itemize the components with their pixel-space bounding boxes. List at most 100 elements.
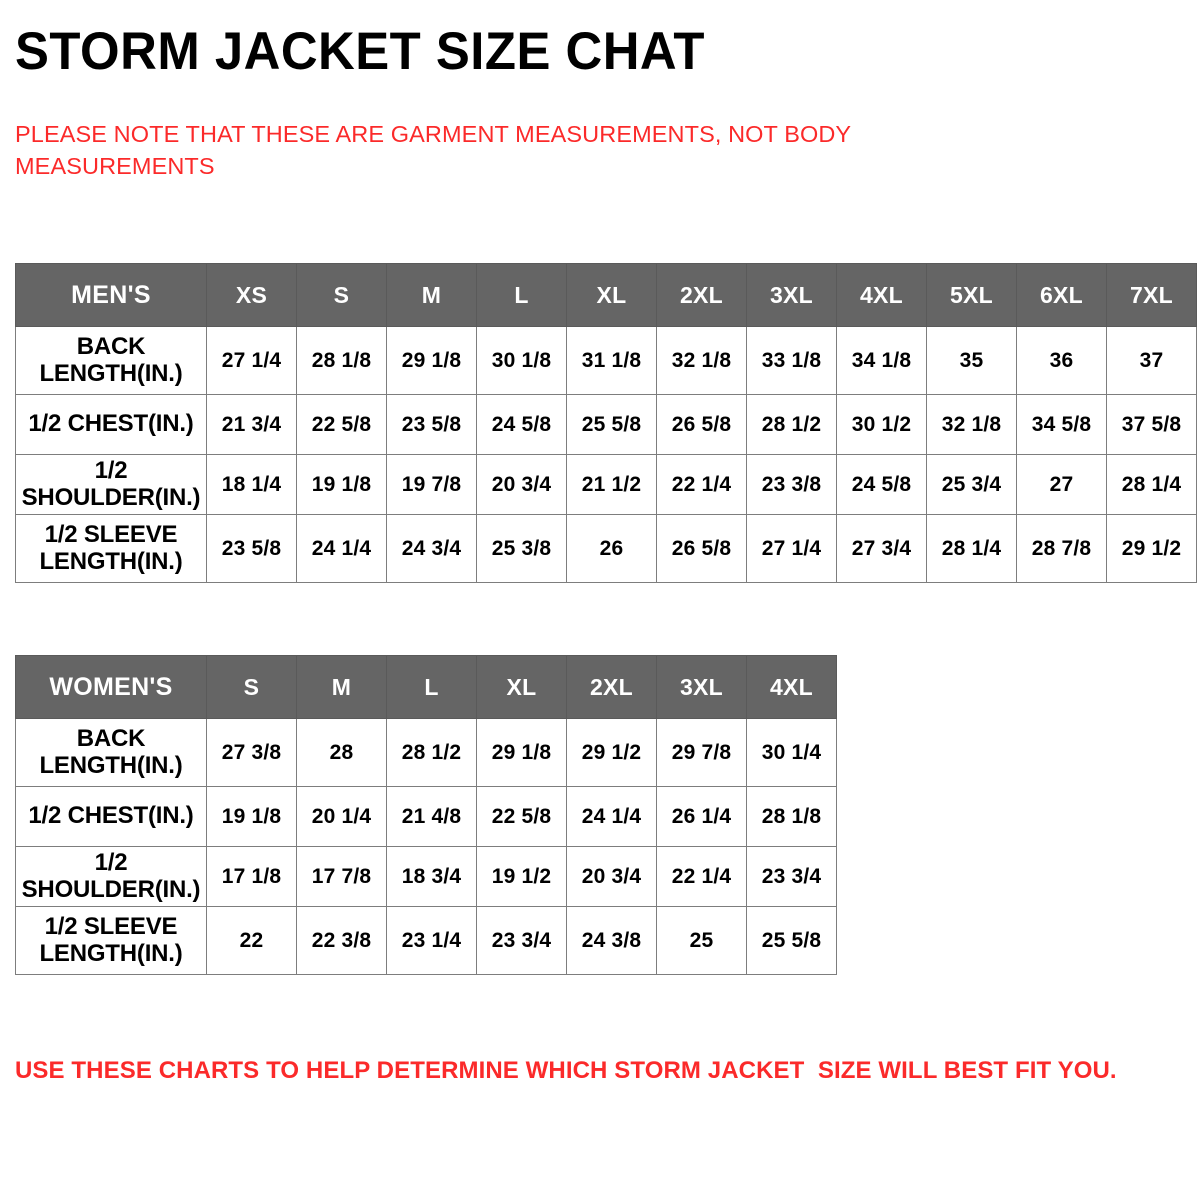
mens-column-header-xs: XS	[206, 263, 297, 327]
measurement-cell: 30 1/2	[836, 394, 927, 455]
row-label-line: LENGTH(IN.)	[39, 751, 183, 779]
measurement-cell: 17 7/8	[296, 846, 387, 907]
mens-table-header: MEN'S XS S M L XL 2XL 3XL 4XL 5XL 6XL 7XL	[15, 263, 1197, 327]
row-label-line: 1/2 SLEEVE	[44, 912, 178, 940]
measurement-cell: 37	[1106, 326, 1197, 395]
measurement-cell: 27	[1016, 454, 1107, 515]
row-label-line: BACK	[76, 332, 146, 360]
measurement-cell: 23 1/4	[386, 906, 477, 975]
measurement-cell: 31 1/8	[566, 326, 657, 395]
mens-corner-header: MEN'S	[15, 263, 207, 327]
measurement-cell: 22	[206, 906, 297, 975]
measurement-cell: 25	[656, 906, 747, 975]
measurement-cell: 23 3/8	[746, 454, 837, 515]
womens-column-header-l: L	[386, 655, 477, 719]
womens-row-label: 1/2 SHOULDER(IN.)	[15, 846, 207, 907]
table-row: BACK LENGTH(IN.) 27 1/4 28 1/8 29 1/8 30 1/8 3…	[15, 326, 1197, 395]
measurement-cell: 29 1/8	[476, 718, 567, 787]
womens-table-body: BACK LENGTH(IN.) 27 3/8 28 28 1/2 29 1/8 29 1/…	[15, 718, 837, 975]
table-row: BACK LENGTH(IN.) 27 3/8 28 28 1/2 29 1/8 29 1/…	[15, 718, 837, 787]
measurement-cell: 23 5/8	[386, 394, 477, 455]
measurement-cell: 32 1/8	[656, 326, 747, 395]
measurement-cell: 27 1/4	[746, 514, 837, 583]
measurement-cell: 28 1/2	[386, 718, 477, 787]
mens-row-label: 1/2 SLEEVE LENGTH(IN.)	[15, 514, 207, 583]
measurement-cell: 23 3/4	[476, 906, 567, 975]
measurement-cell: 28 1/4	[1106, 454, 1197, 515]
table-row: 1/2 SHOULDER(IN.) 18 1/4 19 1/8 19 7/8 20 3/…	[15, 454, 1197, 515]
table-row: 1/2 SLEEVE LENGTH(IN.) 23 5/8 24 1/4 24 3/4 2…	[15, 514, 1197, 583]
measurement-cell: 34 1/8	[836, 326, 927, 395]
measurement-cell: 20 1/4	[296, 786, 387, 847]
measurement-cell: 20 3/4	[476, 454, 567, 515]
mens-column-header-l: L	[476, 263, 567, 327]
womens-table-header: WOMEN'S S M L XL 2XL 3XL 4XL	[15, 655, 837, 719]
measurement-cell: 22 5/8	[296, 394, 387, 455]
womens-column-header-3xl: 3XL	[656, 655, 747, 719]
mens-column-header-4xl: 4XL	[836, 263, 927, 327]
measurement-cell: 19 1/2	[476, 846, 567, 907]
measurement-cell: 28 1/8	[746, 786, 837, 847]
womens-column-header-s: S	[206, 655, 297, 719]
measurement-cell: 25 3/4	[926, 454, 1017, 515]
measurement-cell: 36	[1016, 326, 1107, 395]
measurement-cell: 24 3/4	[386, 514, 477, 583]
measurement-cell: 21 3/4	[206, 394, 297, 455]
womens-column-header-4xl: 4XL	[746, 655, 837, 719]
measurement-cell: 17 1/8	[206, 846, 297, 907]
measurement-cell: 26	[566, 514, 657, 583]
garment-measurement-note: PLEASE NOTE THAT THESE ARE GARMENT MEASU…	[15, 121, 851, 180]
measurement-cell: 24 1/4	[566, 786, 657, 847]
measurement-cell: 27 3/8	[206, 718, 297, 787]
measurement-cell: 22 1/4	[656, 454, 747, 515]
table-row: 1/2 CHEST(IN.) 19 1/8 20 1/4 21 4/8 22 5/8 24…	[15, 786, 837, 847]
row-label-line: LENGTH(IN.)	[39, 359, 183, 387]
row-label-line: LENGTH(IN.)	[39, 547, 183, 575]
measurement-cell: 33 1/8	[746, 326, 837, 395]
measurement-cell: 27 1/4	[206, 326, 297, 395]
mens-column-header-xl: XL	[566, 263, 657, 327]
womens-size-table: WOMEN'S S M L XL 2XL 3XL 4XL BACK LENGTH(IN.) 27 …	[15, 655, 837, 975]
measurement-cell: 29 1/2	[566, 718, 657, 787]
womens-row-label: 1/2 CHEST(IN.)	[15, 786, 207, 847]
measurement-cell: 27 3/4	[836, 514, 927, 583]
measurement-cell: 19 7/8	[386, 454, 477, 515]
row-label-line: LENGTH(IN.)	[39, 939, 183, 967]
mens-header-row: MEN'S XS S M L XL 2XL 3XL 4XL 5XL 6XL 7XL	[15, 263, 1197, 327]
row-label-line: 1/2 SLEEVE	[44, 520, 178, 548]
measurement-cell: 20 3/4	[566, 846, 657, 907]
mens-column-header-7xl: 7XL	[1106, 263, 1197, 327]
measurement-cell: 22 1/4	[656, 846, 747, 907]
womens-column-header-xl: XL	[476, 655, 567, 719]
measurement-cell: 22 3/8	[296, 906, 387, 975]
mens-row-label: 1/2 SHOULDER(IN.)	[15, 454, 207, 515]
measurement-cell: 28	[296, 718, 387, 787]
measurement-cell: 32 1/8	[926, 394, 1017, 455]
womens-corner-header: WOMEN'S	[15, 655, 207, 719]
measurement-cell: 25 5/8	[566, 394, 657, 455]
footer-note: USE THESE CHARTS TO HELP DETERMINE WHICH…	[15, 1057, 1117, 1084]
measurement-cell: 24 1/4	[296, 514, 387, 583]
measurement-cell: 19 1/8	[206, 786, 297, 847]
measurement-cell: 26 5/8	[656, 394, 747, 455]
row-label-line: 1/2 CHEST(IN.)	[28, 410, 194, 438]
measurement-cell: 18 1/4	[206, 454, 297, 515]
row-label-line: 1/2 SHOULDER(IN.)	[21, 456, 201, 511]
measurement-cell: 21 4/8	[386, 786, 477, 847]
womens-row-label: BACK LENGTH(IN.)	[15, 718, 207, 787]
measurement-cell: 34 5/8	[1016, 394, 1107, 455]
measurement-cell: 29 7/8	[656, 718, 747, 787]
page-title: STORM JACKET SIZE CHAT	[15, 22, 705, 81]
row-label-line: 1/2 CHEST(IN.)	[28, 802, 194, 830]
mens-column-header-5xl: 5XL	[926, 263, 1017, 327]
measurement-cell: 24 5/8	[836, 454, 927, 515]
mens-column-header-3xl: 3XL	[746, 263, 837, 327]
measurement-cell: 29 1/2	[1106, 514, 1197, 583]
measurement-cell: 29 1/8	[386, 326, 477, 395]
row-label-line: 1/2 SHOULDER(IN.)	[21, 848, 201, 903]
womens-column-header-2xl: 2XL	[566, 655, 657, 719]
table-row: 1/2 CHEST(IN.) 21 3/4 22 5/8 23 5/8 24 5/8 25…	[15, 394, 1197, 455]
measurement-cell: 24 5/8	[476, 394, 567, 455]
table-row: 1/2 SLEEVE LENGTH(IN.) 22 22 3/8 23 1/4 23 3/…	[15, 906, 837, 975]
measurement-cell: 28 1/4	[926, 514, 1017, 583]
